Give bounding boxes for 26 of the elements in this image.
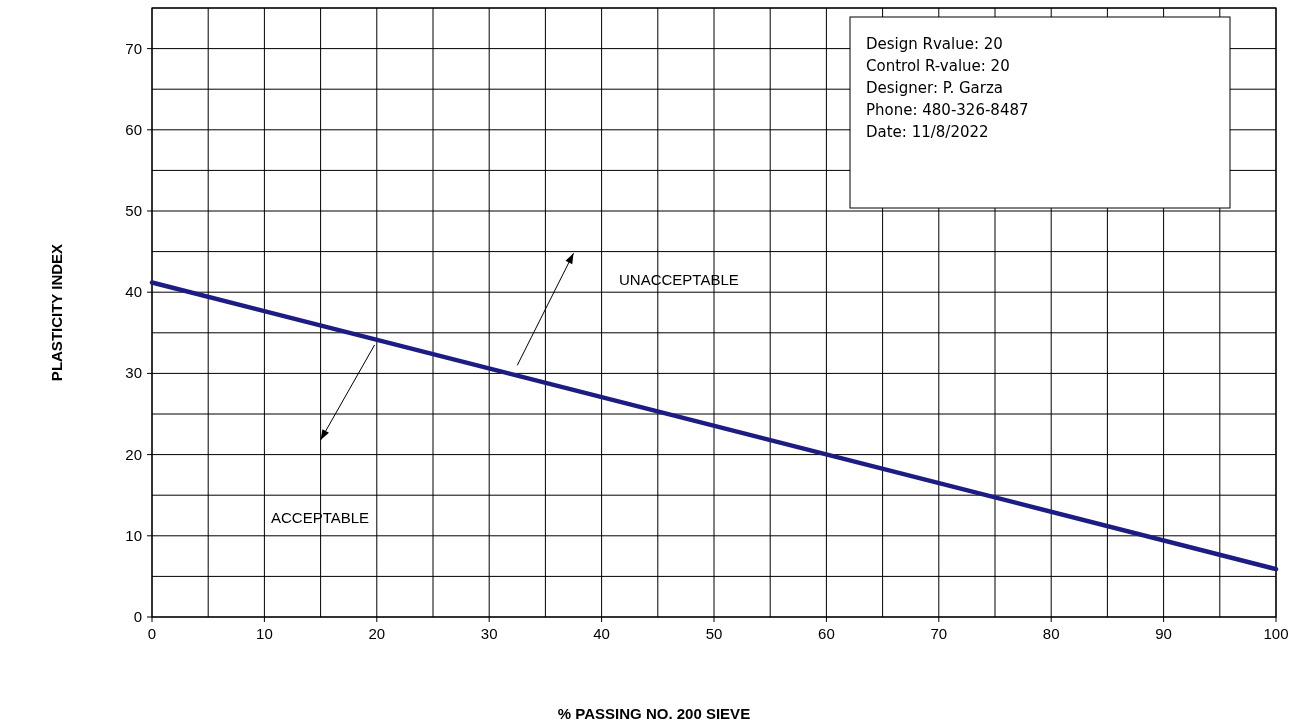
x-tick-label: 0 <box>147 625 157 642</box>
annotation: Phone: 480-326-8487 <box>866 101 1029 119</box>
y-tick-label: 70 <box>125 39 142 57</box>
x-tick-label: 40 <box>593 625 610 642</box>
annotation: Designer: P. Garza <box>866 79 1004 97</box>
y-tick-label: 0 <box>133 608 142 625</box>
x-tick-label: 100 <box>1263 625 1289 642</box>
x-tick-label: 50 <box>705 625 723 642</box>
x-tick-label: 80 <box>1042 625 1060 642</box>
y-tick-label: 40 <box>125 283 142 301</box>
x-tick-label: 30 <box>480 625 498 642</box>
y-tick-label: 50 <box>125 202 142 219</box>
x-tick-label: 10 <box>256 625 273 642</box>
annotation: Control R-value: 20 <box>866 57 1010 75</box>
y-tick-label: 60 <box>125 120 142 138</box>
y-tick-label: 20 <box>125 445 142 463</box>
x-tick-label: 70 <box>930 625 948 642</box>
x-axis-title: % PASSING NO. 200 SIEVE <box>557 705 751 722</box>
y-tick-label: 10 <box>125 526 142 544</box>
x-tick-label: 20 <box>368 625 386 642</box>
y-axis-title: PLASTICITY INDEX <box>48 243 65 382</box>
annotation: Date: 11/8/2022 <box>866 123 989 141</box>
x-tick-label: 90 <box>1155 625 1172 642</box>
y-tick-label: 30 <box>125 364 142 382</box>
annotation: Design Rvalue: 20 <box>866 35 1003 53</box>
x-tick-label: 60 <box>818 625 835 642</box>
